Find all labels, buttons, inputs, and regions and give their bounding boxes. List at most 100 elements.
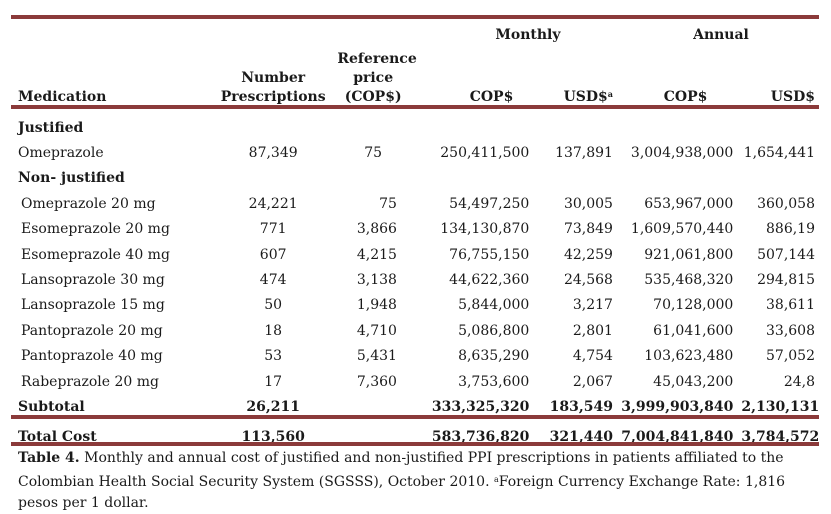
cell-annual-cop: 535,468,320: [644, 272, 734, 289]
header-number-prescriptions: Number Prescriptions: [213, 50, 333, 111]
subtotal-row: Subtotal 26,211 333,325,320 183,549 3,99…: [11, 395, 819, 420]
subtotal-label: Subtotal: [18, 399, 85, 416]
cell-annual-usd: 1,654,441: [743, 145, 815, 161]
cell-ref: 4,215: [356, 246, 397, 263]
table-caption: Table 4. Monthly and annual cost of just…: [18, 448, 818, 514]
header-annual-cop: COP$: [663, 89, 708, 105]
cell-number: 771: [259, 221, 287, 238]
footnote-marker: a: [607, 89, 613, 99]
cell-number: 18: [264, 322, 283, 339]
subtotal-monthly-usd: 183,549: [549, 399, 613, 416]
cell-medication: Omeprazole 20 mg: [21, 195, 156, 212]
cell-annual-usd: 886,19: [766, 221, 815, 238]
cell-monthly-cop: 44,622,360: [449, 272, 530, 289]
non-justified-rows: Omeprazole 20 mg 24,221 75 54,497,250 30,005…: [11, 192, 819, 395]
section-label: Non- justified: [18, 170, 125, 187]
total-label: Total Cost: [18, 429, 97, 446]
subtotal-number: 26,211: [246, 399, 300, 416]
cell-annual-cop: 3,004,938,000: [630, 145, 734, 161]
cell-medication: Esomeprazole 40 mg: [21, 246, 170, 263]
cell-annual-cop: 70,128,000: [653, 297, 734, 314]
cell-medication: Pantoprazole 40 mg: [21, 348, 163, 365]
cell-ref: 75: [379, 195, 397, 212]
cell-monthly-usd: 2,801: [572, 322, 613, 339]
cell-medication: Lansoprazole 15 mg: [21, 297, 165, 314]
header-ref-line2: price: [353, 70, 394, 86]
total-row: Total Cost 113,560 583,736,820 321,440 7…: [11, 420, 819, 450]
cell-monthly-usd: 24,568: [563, 272, 613, 289]
cell-annual-cop: 45,043,200: [653, 373, 734, 390]
header-monthly: Monthly: [495, 27, 561, 43]
section-non-justified: Non- justified: [11, 166, 819, 191]
cell-monthly-cop: 250,411,500: [440, 145, 530, 161]
cell-medication: Pantoprazole 20 mg: [21, 322, 163, 339]
header-monthly-cop: COP$: [469, 89, 514, 105]
total-monthly-cop: 583,736,820: [431, 429, 530, 446]
header-monthly-usd: USD$a: [533, 50, 617, 111]
cost-table-container: Monthly Annual Medication Number Prescri…: [11, 0, 819, 450]
cell-annual-usd: 360,058: [757, 195, 815, 212]
cell-monthly-cop: 8,635,290: [458, 348, 530, 365]
header-ref-line1: Reference: [337, 51, 417, 67]
caption-footnote-marker: a: [493, 475, 499, 484]
cell-number: 87,349: [248, 145, 298, 161]
cell-number: 474: [259, 272, 287, 289]
subtotal-monthly-cop: 333,325,320: [431, 399, 530, 416]
cell-ref: 3,138: [356, 272, 397, 289]
cell-ref: 75: [364, 145, 383, 161]
total-monthly-usd: 321,440: [549, 429, 613, 446]
caption-text: Monthly and annual cost of justified and…: [18, 450, 784, 490]
cell-monthly-usd: 3,217: [572, 297, 613, 314]
subtotal-annual-usd: 2,130,131: [741, 399, 820, 416]
cell-medication: Omeprazole: [18, 145, 104, 161]
cell-number: 24,221: [248, 195, 298, 212]
cell-annual-cop: 103,623,480: [644, 348, 734, 365]
ppi-cost-table: Monthly Annual Medication Number Prescri…: [11, 0, 819, 450]
table-row: Esomeprazole 20 mg 771 3,866 134,130,870 73,…: [11, 217, 819, 242]
cell-monthly-cop: 76,755,150: [449, 246, 530, 263]
cell-ref: 7,360: [356, 373, 397, 390]
cell-monthly-usd: 137,891: [555, 145, 613, 161]
cell-annual-usd: 294,815: [757, 272, 815, 289]
cell-monthly-cop: 5,086,800: [458, 322, 530, 339]
cell-monthly-usd: 2,067: [572, 373, 613, 390]
cell-monthly-cop: 54,497,250: [449, 195, 530, 212]
cell-medication: Rabeprazole 20 mg: [21, 373, 159, 390]
cell-annual-usd: 38,611: [766, 297, 815, 314]
total-number: 113,560: [241, 429, 305, 446]
caption-label: Table 4.: [18, 450, 80, 466]
section-label: Justified: [18, 119, 84, 136]
cell-medication: Esomeprazole 20 mg: [21, 221, 170, 238]
header-number-line2: Prescriptions: [220, 89, 326, 105]
cell-ref: 5,431: [356, 348, 397, 365]
total-annual-cop: 7,004,841,840: [621, 429, 734, 446]
total-annual-usd: 3,784,572: [741, 429, 820, 446]
cell-number: 607: [259, 246, 287, 263]
cell-annual-cop: 921,061,800: [644, 246, 734, 263]
header-medication: Medication: [18, 89, 107, 105]
header-rule: [11, 105, 819, 109]
cell-monthly-cop: 5,844,000: [458, 297, 530, 314]
cell-number: 53: [264, 348, 283, 365]
cell-ref: 3,866: [356, 221, 397, 238]
table-row: Pantoprazole 40 mg 53 5,431 8,635,290 4,754 1…: [11, 344, 819, 369]
subtotal-annual-cop: 3,999,903,840: [621, 399, 734, 416]
cell-annual-usd: 507,144: [757, 246, 815, 263]
header-row: Medication Number Prescriptions Referenc…: [11, 50, 819, 111]
table-row: Esomeprazole 40 mg 607 4,215 76,755,150 42,2…: [11, 243, 819, 268]
cell-monthly-usd: 73,849: [563, 221, 613, 238]
cell-monthly-usd: 4,754: [572, 348, 613, 365]
cell-annual-usd: 33,608: [766, 322, 815, 339]
header-number-line1: Number: [241, 70, 306, 86]
top-rule: [11, 15, 819, 19]
table-row: Omeprazole 20 mg 24,221 75 54,497,250 30,005…: [11, 192, 819, 217]
cell-monthly-cop: 3,753,600: [458, 373, 530, 390]
cell-annual-cop: 61,041,600: [653, 322, 734, 339]
header-monthly-usd-label: USD$: [563, 89, 608, 105]
header-group-row: Monthly Annual: [11, 0, 819, 50]
cell-annual-cop: 1,609,570,440: [630, 221, 734, 238]
cell-ref: 4,710: [356, 322, 397, 339]
table-row: Rabeprazole 20 mg 17 7,360 3,753,600 2,067 45…: [11, 370, 819, 395]
cell-monthly-cop: 134,130,870: [440, 221, 530, 238]
cell-number: 17: [264, 373, 283, 390]
